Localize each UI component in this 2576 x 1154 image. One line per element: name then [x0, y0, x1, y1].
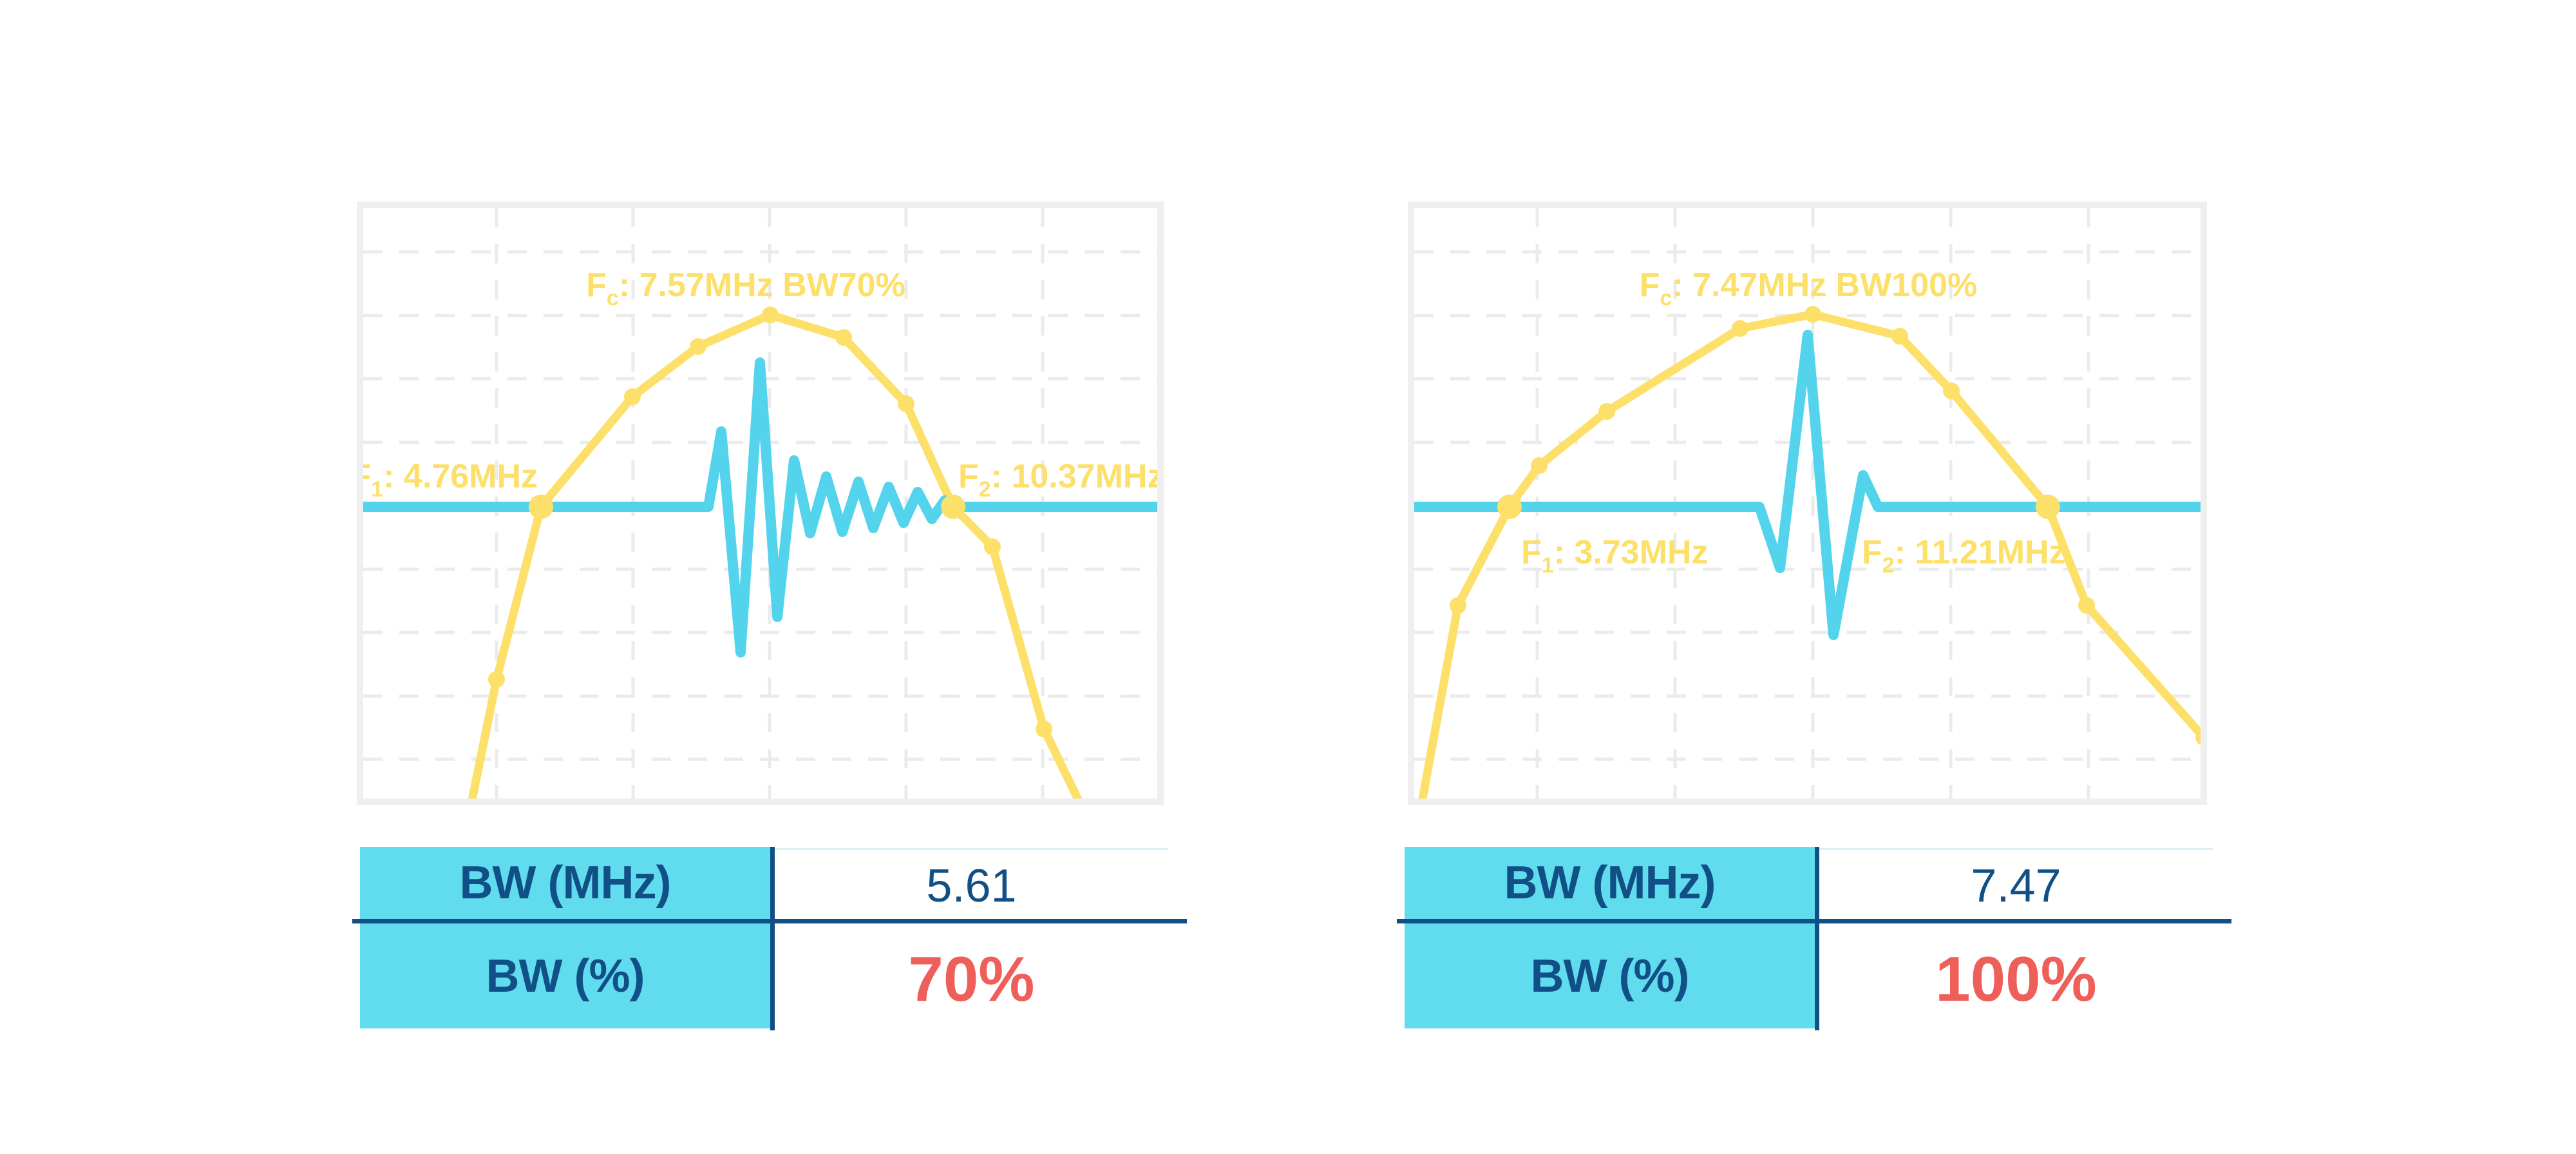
right-pulse-waveform — [1414, 330, 2201, 640]
right-fc-label: Fc: 7.47MHz BW100% — [1640, 267, 1978, 310]
table-horizontal-divider — [1397, 919, 2231, 923]
table-horizontal-divider — [352, 919, 1187, 923]
table-vertical-divider — [770, 847, 775, 1030]
bw-mhz-header: BW (MHz) — [1504, 857, 1716, 909]
bw-table-left-header-column: BW (MHz) BW (%) — [360, 847, 770, 1028]
left-spectrum-markers — [488, 307, 1052, 737]
bw-mhz-value: 7.47 — [1971, 860, 2061, 912]
left-f1-label: F1: 4.76MHz — [363, 458, 538, 502]
left-spectrum-curve — [468, 310, 1083, 799]
bw-pct-header: BW (%) — [486, 950, 645, 1002]
left-fc-label: Fc: 7.57MHz BW70% — [586, 267, 905, 310]
right-f2-label: F2: 11.21MHz — [1862, 534, 2066, 578]
left-plot: Fc: 7.57MHz BW70% F1: 4.76MHz F2: 10.37MHz — [363, 208, 1157, 799]
bw-pct-value: 70% — [908, 943, 1035, 1014]
bw-table-left-value-column: 5.61 70% — [775, 848, 1168, 1028]
right-spectrum-markers — [1450, 306, 2201, 745]
bw-pct-value: 100% — [1935, 943, 2097, 1014]
right-plot: Fc: 7.47MHz BW100% F1: 3.73MHz F2: 11.21MH… — [1414, 208, 2201, 799]
bw-mhz-value: 5.61 — [926, 860, 1017, 912]
right-f1-label: F1: 3.73MHz — [1521, 534, 1709, 578]
bw-table-left: BW (MHz) BW (%) 5.61 70% — [352, 847, 1187, 1030]
right-chart-panel: Fc: 7.47MHz BW100% F1: 3.73MHz F2: 11.21MH… — [1408, 202, 2207, 805]
bw-mhz-header: BW (MHz) — [459, 857, 672, 909]
bw-table-right-header-column: BW (MHz) BW (%) — [1405, 847, 1815, 1028]
table-vertical-divider — [1815, 847, 1819, 1030]
left-pulse-waveform — [363, 357, 1157, 657]
left-chart-panel: Fc: 7.57MHz BW70% F1: 4.76MHz F2: 10.37MHz — [357, 202, 1164, 805]
bw-table-right: BW (MHz) BW (%) 7.47 100% — [1397, 847, 2231, 1030]
right-spectrum-curve — [1418, 310, 2201, 799]
bw-table-right-value-column: 7.47 100% — [1819, 848, 2213, 1028]
left-f2-label: F2: 10.37MHz — [958, 458, 1157, 502]
bw-pct-header: BW (%) — [1530, 950, 1690, 1002]
